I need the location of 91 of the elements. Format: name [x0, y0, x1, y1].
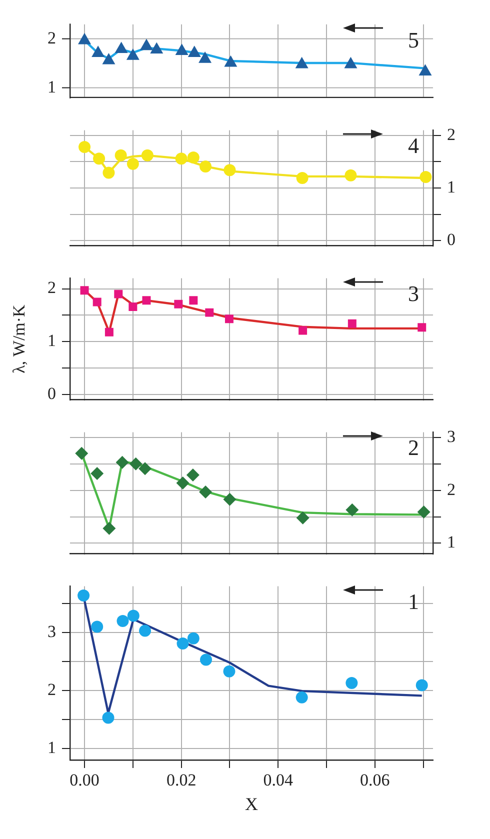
point [78, 32, 92, 44]
point [91, 620, 104, 633]
point [90, 466, 104, 480]
point [200, 654, 212, 666]
point [176, 638, 189, 650]
point [150, 42, 164, 54]
point [417, 506, 430, 519]
point [223, 665, 236, 678]
point [296, 511, 310, 524]
point [418, 64, 432, 76]
point [346, 503, 359, 516]
annotation: 2 [408, 434, 419, 460]
point [126, 158, 139, 170]
point [174, 300, 183, 308]
point [187, 632, 200, 644]
y-tick-label: 2 [48, 278, 56, 298]
point [344, 56, 358, 68]
point [296, 172, 308, 184]
x-tick-label: 0.04 [263, 770, 294, 790]
point [295, 56, 308, 68]
annotation: 1 [408, 588, 419, 614]
annotation: 3 [408, 280, 419, 306]
point [127, 610, 140, 622]
point [420, 170, 432, 183]
point [224, 314, 234, 324]
point [142, 296, 151, 305]
y2-tick-label: 3 [447, 426, 456, 446]
point [140, 38, 153, 50]
point [104, 328, 114, 336]
point [78, 141, 91, 154]
point [224, 55, 238, 67]
y2-tick-label: 2 [447, 124, 456, 144]
point [298, 326, 308, 335]
point [116, 456, 129, 469]
point [139, 624, 152, 637]
point [346, 676, 358, 689]
y2-tick-label: 1 [447, 177, 456, 196]
point [187, 152, 200, 164]
point [114, 290, 123, 298]
point [188, 46, 201, 57]
point [416, 679, 428, 692]
point [92, 46, 105, 57]
y-tick-label: 2 [48, 680, 56, 699]
point [175, 44, 188, 56]
point [102, 522, 116, 535]
point [102, 52, 116, 64]
point [418, 323, 426, 332]
point [92, 298, 102, 306]
point [223, 492, 236, 506]
point [116, 614, 129, 627]
point [224, 164, 236, 176]
y2-tick-label: 0 [447, 230, 456, 250]
point [348, 319, 356, 328]
y-tick-label: 1 [47, 77, 56, 96]
point [189, 296, 198, 305]
point [75, 446, 88, 460]
point [80, 286, 89, 295]
y-axis-title: λ, W/m·K [10, 304, 29, 374]
point [129, 457, 142, 470]
point [78, 589, 90, 602]
point [205, 308, 214, 317]
point [176, 476, 190, 490]
point [114, 42, 128, 54]
point [128, 302, 138, 311]
point [126, 48, 140, 60]
y-tick-label: 3 [48, 622, 56, 642]
y-tick-label: 0 [48, 384, 56, 403]
point [296, 691, 308, 704]
point [102, 166, 115, 179]
y2-tick-label: 2 [447, 480, 456, 499]
point [200, 160, 212, 172]
point [198, 51, 212, 63]
x-tick-label: 0.02 [166, 770, 196, 790]
y-tick-label: 2 [47, 28, 56, 48]
point [344, 169, 357, 182]
point [199, 485, 212, 498]
y-tick-label: 1 [48, 738, 56, 757]
point [102, 712, 114, 724]
x-axis-title: X [245, 794, 258, 814]
annotation: 5 [408, 27, 419, 52]
point [138, 462, 152, 476]
annotation: 4 [408, 132, 419, 158]
point [186, 468, 200, 482]
y-tick-label: 1 [48, 331, 56, 350]
point [175, 152, 188, 165]
y2-tick-label: 1 [447, 532, 456, 552]
x-tick-label: 0.00 [70, 770, 100, 790]
point [114, 149, 127, 162]
point [93, 152, 106, 165]
x-tick-label: 0.06 [360, 770, 390, 790]
point [141, 149, 154, 162]
